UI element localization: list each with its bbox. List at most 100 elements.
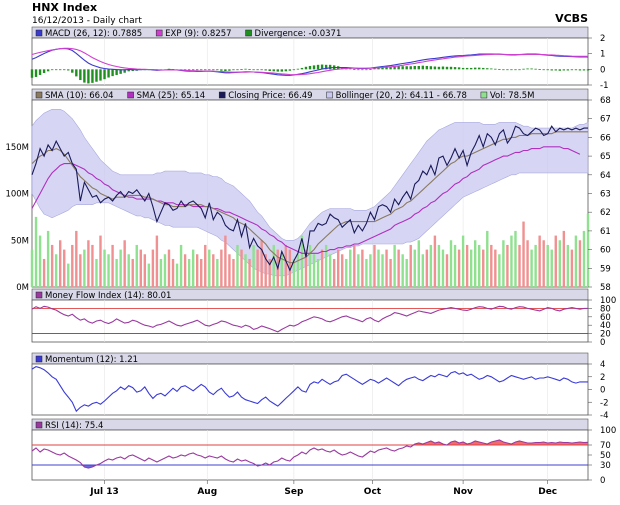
volume-bar <box>175 263 179 287</box>
volume-bar <box>155 235 159 287</box>
divergence-bar <box>570 69 574 71</box>
divergence-bar <box>320 64 324 70</box>
divergence-bar <box>526 68 529 70</box>
mfi-ytick: 40 <box>600 321 611 331</box>
divergence-bar <box>546 69 549 71</box>
volume-bar <box>526 240 529 287</box>
volume-bar <box>183 254 187 287</box>
legend-rsi: RSI (14): 75.4 <box>31 418 589 431</box>
divergence-bar <box>413 65 416 70</box>
price-ytick: 63 <box>600 190 611 200</box>
volume-bar <box>473 240 477 287</box>
divergence-bar <box>437 66 441 70</box>
volume-bar <box>377 249 380 287</box>
divergence-bar <box>63 69 66 71</box>
volume-bar <box>131 258 134 287</box>
price-ytick: 64 <box>600 171 611 181</box>
momentum-ytick: 0 <box>600 386 605 396</box>
volume-bar <box>83 249 86 287</box>
x-tick-label: Oct <box>364 487 382 497</box>
volume-bar <box>308 244 312 287</box>
divergence-bar <box>54 69 58 71</box>
divergence-bar <box>212 69 215 71</box>
volume-bar <box>341 254 344 287</box>
divergence-bar <box>228 69 231 71</box>
mfi-ytick: 60 <box>600 313 611 323</box>
divergence-bar <box>304 66 308 70</box>
divergence-bar <box>34 69 38 77</box>
divergence-bar <box>38 69 42 75</box>
volume-bar <box>433 235 437 287</box>
macd-ytick: 0 <box>600 65 605 75</box>
volume-bar <box>542 240 545 287</box>
volume-bar <box>413 249 416 287</box>
divergence-bar <box>71 69 74 73</box>
volume-bar <box>195 254 199 287</box>
volume-bar <box>518 244 521 287</box>
volume-bar <box>397 249 400 287</box>
divergence-bar <box>204 69 207 71</box>
volume-bar <box>522 221 525 287</box>
volume-bar <box>167 249 171 287</box>
divergence-bar <box>361 69 364 71</box>
volume-bar <box>119 249 122 287</box>
volume-bar <box>373 244 376 287</box>
momentum-line <box>31 366 588 413</box>
divergence-bar <box>514 69 517 71</box>
legend-label: Money Flow Index (14): 80.01 <box>45 291 171 301</box>
volume-bar <box>385 249 388 287</box>
rsi-ytick: 50 <box>600 451 611 461</box>
volume-bar <box>328 254 332 287</box>
divergence-bar <box>264 69 267 71</box>
volume-bar <box>163 254 167 287</box>
divergence-bar <box>582 69 586 71</box>
volume-bar <box>204 244 207 287</box>
price-ytick: 62 <box>600 208 611 218</box>
divergence-bar <box>324 64 328 70</box>
divergence-bar <box>389 67 392 70</box>
divergence-bar <box>506 69 509 71</box>
volume-bar <box>300 235 304 287</box>
rsi-ytick: 30 <box>600 461 611 471</box>
volume-bar <box>38 235 42 287</box>
legend-label: Bollinger (20, 2): 64.11 - 66.78 <box>336 91 467 101</box>
price-ytick: 61 <box>600 227 611 237</box>
divergence-bar <box>377 67 380 70</box>
mfi-panel <box>31 299 589 343</box>
divergence-bar <box>397 66 400 70</box>
divergence-bar <box>522 68 525 70</box>
legend-swatch <box>218 91 226 99</box>
x-tick-label: Sep <box>284 487 304 497</box>
volume-bar <box>421 254 425 287</box>
divergence-bar <box>195 69 199 71</box>
volume-bar <box>441 249 445 287</box>
divergence-bar <box>357 69 360 71</box>
divergence-bar <box>574 69 578 71</box>
divergence-bar <box>409 66 412 70</box>
volume-bar <box>429 244 433 287</box>
divergence-bar <box>292 69 296 71</box>
volume-bar <box>502 240 505 287</box>
volume-bar <box>449 240 453 287</box>
mfi-ytick: 20 <box>600 330 611 340</box>
divergence-bar <box>482 67 485 70</box>
chart-source: VCBS <box>555 12 588 25</box>
volume-bar <box>445 254 449 287</box>
volume-bar <box>34 216 38 287</box>
momentum-ytick: 4 <box>600 360 605 370</box>
divergence-bar <box>79 69 82 81</box>
divergence-bar <box>268 69 271 72</box>
volume-bar <box>324 244 328 287</box>
divergence-bar <box>578 69 582 71</box>
volume-bar <box>494 249 497 287</box>
divergence-bar <box>220 69 223 71</box>
legend-swatch <box>35 355 43 363</box>
divergence-bar <box>248 69 251 70</box>
volume-ytick: 150M <box>5 143 29 153</box>
chart-subtitle: 16/12/2013 - Daily chart <box>32 16 142 26</box>
divergence-bar <box>401 66 404 70</box>
volume-bar <box>220 249 223 287</box>
legend-swatch <box>127 91 134 99</box>
price-ytick: 65 <box>600 152 611 162</box>
volume-bar <box>63 249 66 287</box>
